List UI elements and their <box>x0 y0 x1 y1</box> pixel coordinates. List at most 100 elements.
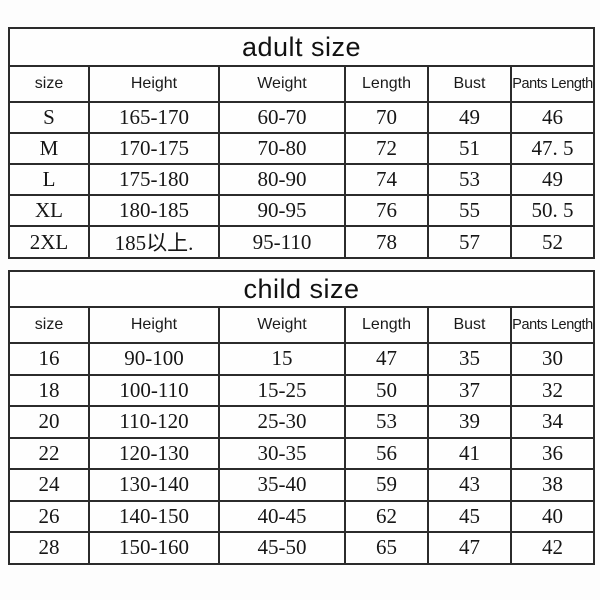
table-cell: 35 <box>427 342 512 376</box>
table-cell: 32 <box>509 373 596 407</box>
column-header-bust: Bust <box>427 306 512 344</box>
table-cell: 30 <box>509 342 596 376</box>
table-cell: 40 <box>509 499 596 533</box>
column-header-bust: Bust <box>427 65 512 103</box>
column-header-height: Height <box>88 65 220 103</box>
table-cell: 52 <box>509 225 596 259</box>
table-cell: 49 <box>509 163 596 196</box>
table-cell: 2XL <box>8 225 90 259</box>
column-header-pants-length: Pants Length <box>509 306 596 344</box>
table-cell: 110-120 <box>88 405 220 439</box>
child-size-table: child size size Height Weight Length Bus… <box>7 270 596 565</box>
table-cell: XL <box>8 194 90 227</box>
table-cell: 38 <box>509 468 596 502</box>
column-header-length: Length <box>344 65 429 103</box>
table-cell: 175-180 <box>88 163 220 196</box>
table-row: 26 140-150 40-45 62 45 40 <box>8 499 596 533</box>
table-row: XL 180-185 90-95 76 55 50. 5 <box>8 194 596 227</box>
table-cell: 47 <box>344 342 429 376</box>
table-cell: 185以上. <box>88 225 220 259</box>
table-cell: 74 <box>344 163 429 196</box>
table-cell: 53 <box>427 163 512 196</box>
column-header-size: size <box>8 65 90 103</box>
table-cell: 22 <box>8 436 90 470</box>
table-row: 16 90-100 15 47 35 30 <box>8 342 596 376</box>
table-cell: 47. 5 <box>509 132 596 165</box>
table-row: S 165-170 60-70 70 49 46 <box>8 101 596 134</box>
column-header-weight: Weight <box>218 65 346 103</box>
table-cell: 35-40 <box>218 468 346 502</box>
table-cell: 37 <box>427 373 512 407</box>
table-cell: S <box>8 101 90 134</box>
table-row: L 175-180 80-90 74 53 49 <box>8 163 596 196</box>
table-cell: 90-95 <box>218 194 346 227</box>
table-cell: 65 <box>344 531 429 565</box>
table-row: 24 130-140 35-40 59 43 38 <box>8 468 596 502</box>
table-cell: 150-160 <box>88 531 220 565</box>
table-cell: 46 <box>509 101 596 134</box>
table-row: 2XL 185以上. 95-110 78 57 52 <box>8 225 596 259</box>
child-title-row: child size <box>7 270 596 308</box>
table-cell: 100-110 <box>88 373 220 407</box>
adult-table-title: adult size <box>7 27 596 67</box>
table-cell: 50. 5 <box>509 194 596 227</box>
table-cell: 40-45 <box>218 499 346 533</box>
column-header-size: size <box>8 306 90 344</box>
table-row: 22 120-130 30-35 56 41 36 <box>8 436 596 470</box>
table-cell: 16 <box>8 342 90 376</box>
table-cell: 47 <box>427 531 512 565</box>
table-cell: 36 <box>509 436 596 470</box>
table-row: 20 110-120 25-30 53 39 34 <box>8 405 596 439</box>
table-cell: 15-25 <box>218 373 346 407</box>
table-cell: 49 <box>427 101 512 134</box>
table-row: 28 150-160 45-50 65 47 42 <box>8 531 596 565</box>
table-cell: 165-170 <box>88 101 220 134</box>
table-cell: 28 <box>8 531 90 565</box>
table-cell: 57 <box>427 225 512 259</box>
table-cell: 62 <box>344 499 429 533</box>
table-cell: 53 <box>344 405 429 439</box>
table-cell: 42 <box>509 531 596 565</box>
table-cell: 90-100 <box>88 342 220 376</box>
table-cell: 56 <box>344 436 429 470</box>
table-cell: 60-70 <box>218 101 346 134</box>
table-cell: 76 <box>344 194 429 227</box>
table-cell: 170-175 <box>88 132 220 165</box>
table-cell: 120-130 <box>88 436 220 470</box>
table-cell: 50 <box>344 373 429 407</box>
table-cell: 80-90 <box>218 163 346 196</box>
table-row: M 170-175 70-80 72 51 47. 5 <box>8 132 596 165</box>
table-cell: M <box>8 132 90 165</box>
table-cell: 45-50 <box>218 531 346 565</box>
table-cell: 30-35 <box>218 436 346 470</box>
child-column-header-row: size Height Weight Length Bust Pants Len… <box>8 306 596 344</box>
table-cell: 95-110 <box>218 225 346 259</box>
table-cell: L <box>8 163 90 196</box>
table-cell: 20 <box>8 405 90 439</box>
column-header-height: Height <box>88 306 220 344</box>
table-cell: 51 <box>427 132 512 165</box>
adult-size-table: adult size size Height Weight Length Bus… <box>7 27 596 259</box>
child-table-title: child size <box>7 270 596 308</box>
table-cell: 59 <box>344 468 429 502</box>
table-cell: 55 <box>427 194 512 227</box>
adult-table-body: S 165-170 60-70 70 49 46 M 170-175 70-80 72 51 47. … <box>8 101 596 259</box>
table-cell: 24 <box>8 468 90 502</box>
column-header-weight: Weight <box>218 306 346 344</box>
table-cell: 41 <box>427 436 512 470</box>
table-cell: 180-185 <box>88 194 220 227</box>
column-header-length: Length <box>344 306 429 344</box>
table-cell: 70 <box>344 101 429 134</box>
column-header-pants-length: Pants Length <box>509 65 596 103</box>
table-cell: 39 <box>427 405 512 439</box>
table-cell: 130-140 <box>88 468 220 502</box>
adult-title-row: adult size <box>7 27 596 67</box>
table-cell: 26 <box>8 499 90 533</box>
adult-column-header-row: size Height Weight Length Bust Pants Len… <box>8 65 596 103</box>
table-cell: 25-30 <box>218 405 346 439</box>
table-cell: 43 <box>427 468 512 502</box>
table-cell: 34 <box>509 405 596 439</box>
table-cell: 140-150 <box>88 499 220 533</box>
table-cell: 15 <box>218 342 346 376</box>
